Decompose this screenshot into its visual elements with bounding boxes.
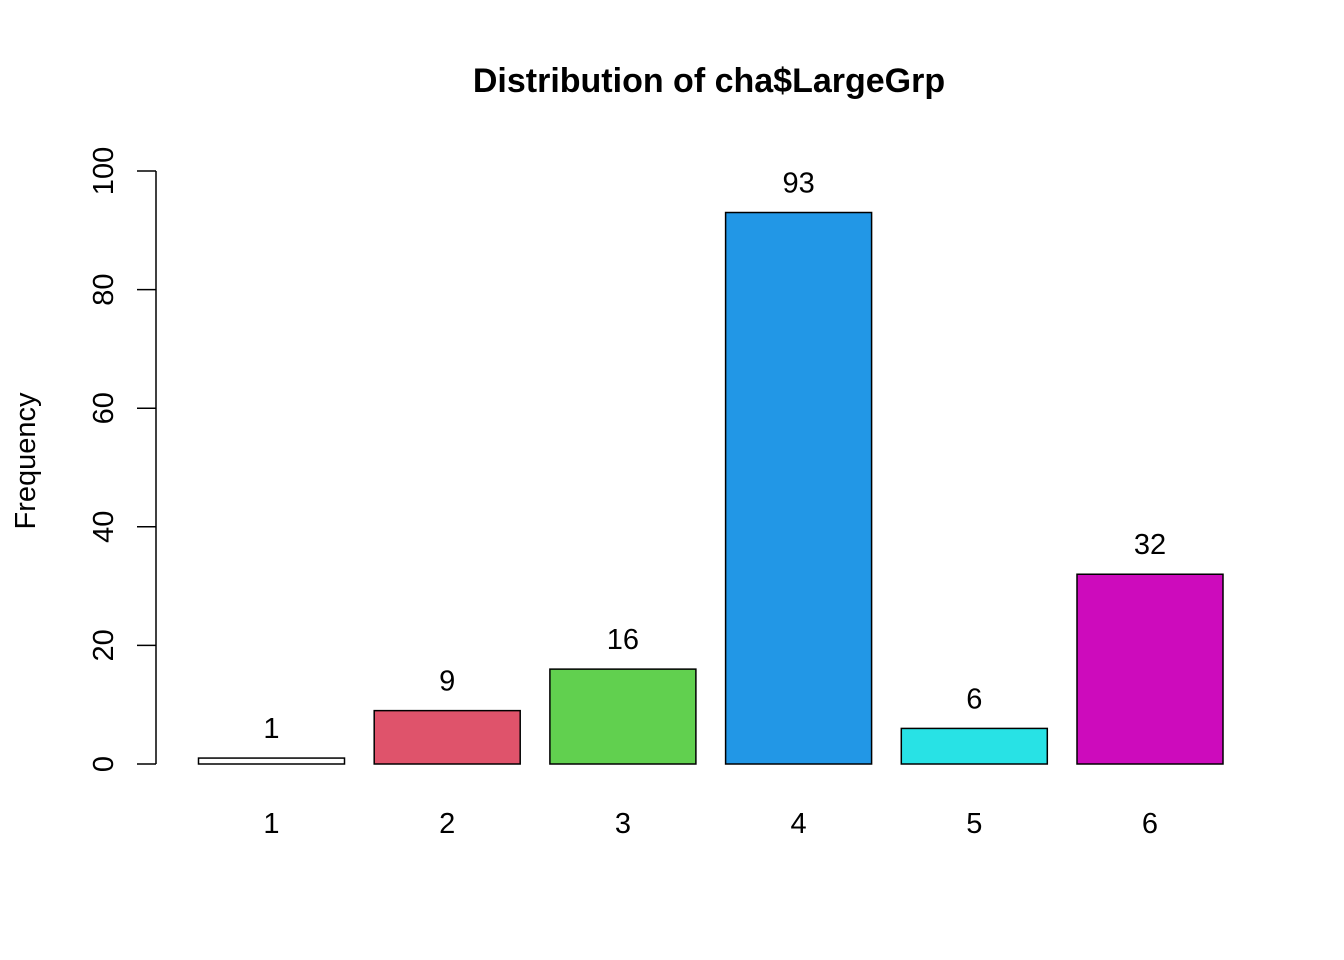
y-tick-label: 40: [88, 511, 120, 543]
y-axis-label: Frequency: [10, 392, 42, 530]
y-tick-label: 60: [88, 392, 120, 424]
bar: [900, 727, 1049, 765]
x-tick-label: 1: [263, 808, 279, 840]
chart-title: Distribution of cha$LargeGrp: [473, 62, 945, 100]
y-axis: 0 20 40 60 80 100: [88, 147, 157, 772]
bar: [549, 668, 697, 765]
y-tick-label: 20: [88, 629, 120, 661]
value-labels: 1 9 16 93 6 32: [263, 168, 1166, 746]
y-tick-label: 80: [88, 273, 120, 305]
bar: [373, 709, 521, 765]
bar-value-label: 93: [782, 168, 814, 200]
bar-value-label: 32: [1134, 529, 1166, 561]
bar-value-label: 16: [607, 624, 639, 656]
y-tick-label: 0: [88, 756, 120, 772]
x-tick-label: 5: [966, 808, 982, 840]
x-tick-label: 3: [615, 808, 631, 840]
bar: [1076, 573, 1224, 765]
x-tick-label: 6: [1142, 808, 1158, 840]
bar-value-label: 6: [966, 683, 982, 715]
bar-value-label: 1: [263, 713, 279, 745]
x-tick-label: 2: [439, 808, 455, 840]
bar: [197, 757, 346, 765]
bar-value-label: 9: [439, 666, 455, 698]
bar: [724, 211, 873, 765]
bars: [197, 211, 1224, 765]
y-tick-label: 100: [88, 147, 120, 195]
x-tick-labels: 1 2 3 4 5 6: [263, 808, 1158, 840]
x-tick-label: 4: [791, 808, 807, 840]
